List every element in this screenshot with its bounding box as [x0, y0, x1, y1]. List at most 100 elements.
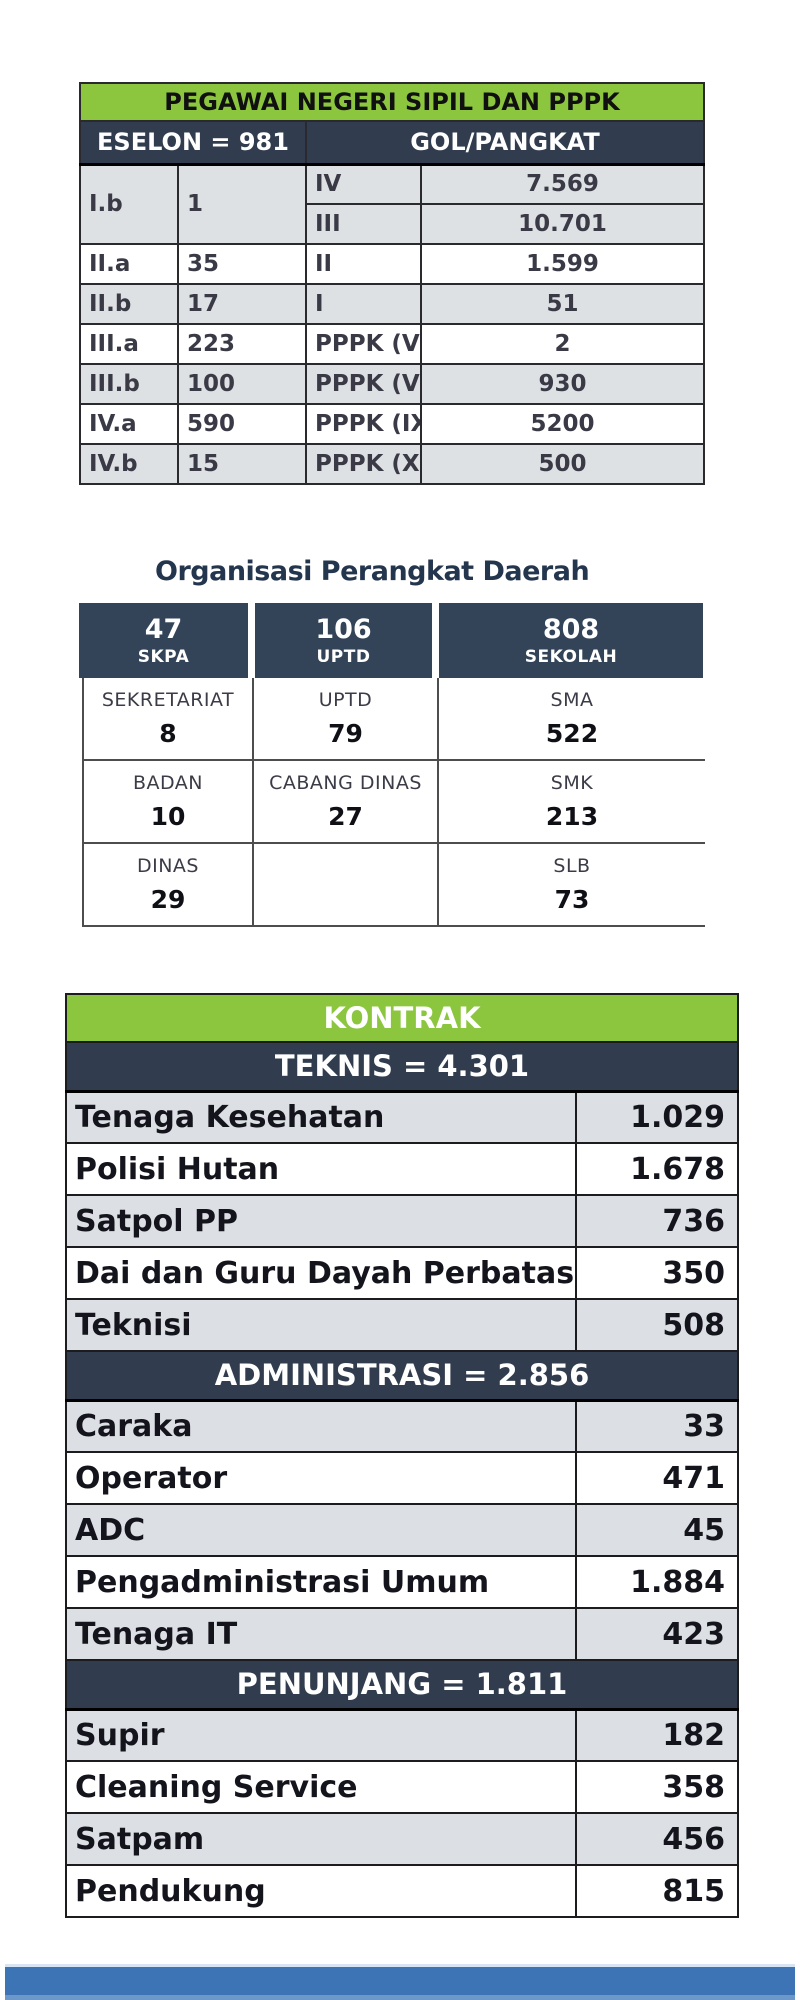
cell-gol-value: 930 — [419, 363, 706, 405]
cell-gol-value: 2 — [419, 323, 706, 365]
cell-gol-value: 7.569 — [419, 163, 706, 205]
opd-cell-value: 79 — [328, 719, 363, 748]
cell-gol-label: II — [305, 243, 422, 285]
table-row: III 10.701 — [80, 203, 706, 245]
kontrak-row-label: Supir — [65, 1708, 577, 1762]
opd-cell-label: SLB — [553, 855, 591, 877]
table-row: IV.b 15 PPPK (X) 500 — [79, 443, 706, 485]
cell-gol-value: 10.701 — [419, 203, 706, 245]
opd-cell-value: 29 — [150, 885, 186, 914]
cell-gol-label: I — [305, 283, 422, 325]
table-row: PEGAWAI NEGERI SIPIL DAN PPPK — [78, 82, 706, 122]
opd-label: SEKOLAH — [524, 646, 618, 667]
opd-cell: BADAN 10 — [84, 761, 252, 844]
table-row: I.b 1 IV 7.569 — [79, 163, 706, 245]
kontrak-table: KONTRAK TEKNIS = 4.301 Tenaga Kesehatan … — [65, 993, 739, 1918]
kontrak-row-value: 815 — [575, 1864, 739, 1918]
cell-gol-label: III — [305, 203, 422, 245]
table-row: Dai dan Guru Dayah Perbatasan 350 — [65, 1246, 739, 1300]
opd-cell: SLB 73 — [437, 844, 705, 927]
footer-bar-body — [5, 1967, 795, 1995]
table-row: ADC 45 — [65, 1503, 739, 1557]
kontrak-row-label: Operator — [65, 1451, 577, 1505]
opd-label: UPTD — [316, 646, 371, 667]
kontrak-row-label: Tenaga Kesehatan — [65, 1090, 577, 1144]
table-row: Operator 471 — [65, 1451, 739, 1505]
kontrak-row-value: 456 — [575, 1812, 739, 1866]
cell-eselon-label: III.a — [79, 323, 179, 365]
cell-gol-value: 500 — [419, 443, 706, 485]
cell-gol-label: PPPK (VII) — [305, 363, 422, 405]
opd-cell-value: 213 — [545, 802, 599, 831]
eselon-header: ESELON = 981 — [79, 120, 307, 166]
table-row: ADMINISTRASI = 2.856 — [65, 1350, 739, 1402]
opd-cell-value: 27 — [328, 802, 363, 831]
opd-section-title: Organisasi Perangkat Daerah — [155, 556, 590, 587]
kontrak-row-value: 508 — [575, 1298, 739, 1352]
opd-count: 47 — [144, 614, 183, 645]
pns-pppk-table: PEGAWAI NEGERI SIPIL DAN PPPK ESELON = 9… — [78, 82, 706, 485]
opd-cell-label: UPTD — [318, 689, 373, 711]
kontrak-row-value: 471 — [575, 1451, 739, 1505]
cell-eselon-label: IV.b — [79, 443, 179, 485]
cell-eselon-label: IV.a — [79, 403, 179, 445]
table-row: III.b 100 PPPK (VII) 930 — [79, 363, 706, 405]
cell-gol-value: 5200 — [419, 403, 706, 445]
cell-eselon-value: 35 — [177, 243, 307, 285]
table-row: Cleaning Service 358 — [65, 1760, 739, 1814]
cell-gol-value: 51 — [419, 283, 706, 325]
opd-header-box-skpa: 47 SKPA — [79, 603, 248, 678]
cell-eselon-value: 590 — [177, 403, 307, 445]
kontrak-row-label: Polisi Hutan — [65, 1142, 577, 1196]
opd-cell-value: 8 — [159, 719, 177, 748]
kontrak-row-value: 358 — [575, 1760, 739, 1814]
opd-cell: CABANG DINAS 27 — [252, 761, 437, 844]
cell-eselon-label: II.a — [79, 243, 179, 285]
table-row: Tenaga Kesehatan 1.029 — [65, 1090, 739, 1144]
kontrak-row-value: 1.678 — [575, 1142, 739, 1196]
opd-cell-label: DINAS — [136, 855, 199, 877]
cell-gol-label: PPPK (VI) — [305, 323, 422, 365]
cell-eselon-value: 100 — [177, 363, 307, 405]
cell-eselon-value: 223 — [177, 323, 307, 365]
opd-header-box-uptd: 106 UPTD — [255, 603, 432, 678]
cell-gol-label: PPPK (IX) — [305, 403, 422, 445]
cell-eselon-value: 1 — [177, 163, 307, 245]
opd-cell-value: 73 — [554, 885, 590, 914]
kontrak-row-value: 33 — [575, 1399, 739, 1453]
opd-cell-label: CABANG DINAS — [269, 772, 422, 794]
kontrak-row-value: 1.884 — [575, 1555, 739, 1609]
table-row: Satpol PP 736 — [65, 1194, 739, 1248]
table-row: Caraka 33 — [65, 1399, 739, 1453]
opd-label: SKPA — [137, 646, 190, 667]
kontrak-row-label: Cleaning Service — [65, 1760, 577, 1814]
kontrak-row-label: Caraka — [65, 1399, 577, 1453]
kontrak-row-value: 1.029 — [575, 1090, 739, 1144]
opd-count: 106 — [315, 614, 372, 645]
pns-table-title: PEGAWAI NEGERI SIPIL DAN PPPK — [78, 82, 706, 122]
cell-eselon-value: 17 — [177, 283, 307, 325]
table-row: II.a 35 II 1.599 — [79, 243, 706, 285]
section-header-teknis: TEKNIS = 4.301 — [65, 1041, 739, 1093]
cell-gol-value: 1.599 — [419, 243, 706, 285]
table-row: IV.a 590 PPPK (IX) 5200 — [79, 403, 706, 445]
table-row: Pengadministrasi Umum 1.884 — [65, 1555, 739, 1609]
table-row: Satpam 456 — [65, 1812, 739, 1866]
section-header-penunjang: PENUNJANG = 1.811 — [65, 1659, 739, 1711]
opd-cell: SMK 213 — [437, 761, 705, 844]
table-row: Supir 182 — [65, 1708, 739, 1762]
opd-cell-value: 522 — [545, 719, 599, 748]
kontrak-row-label: Tenaga IT — [65, 1607, 577, 1661]
footer-bar-shadow — [5, 1995, 795, 2000]
opd-cell-label: BADAN — [132, 772, 204, 794]
kontrak-row-label: Teknisi — [65, 1298, 577, 1352]
table-row: Pendukung 815 — [65, 1864, 739, 1918]
opd-cell: UPTD 79 — [252, 678, 437, 761]
opd-cell: DINAS 29 — [84, 844, 252, 927]
kontrak-row-label: ADC — [65, 1503, 577, 1557]
kontrak-title: KONTRAK — [65, 993, 739, 1043]
kontrak-row-value: 350 — [575, 1246, 739, 1300]
opd-cell-label: SMK — [550, 772, 594, 794]
section-header-administrasi: ADMINISTRASI = 2.856 — [65, 1350, 739, 1402]
